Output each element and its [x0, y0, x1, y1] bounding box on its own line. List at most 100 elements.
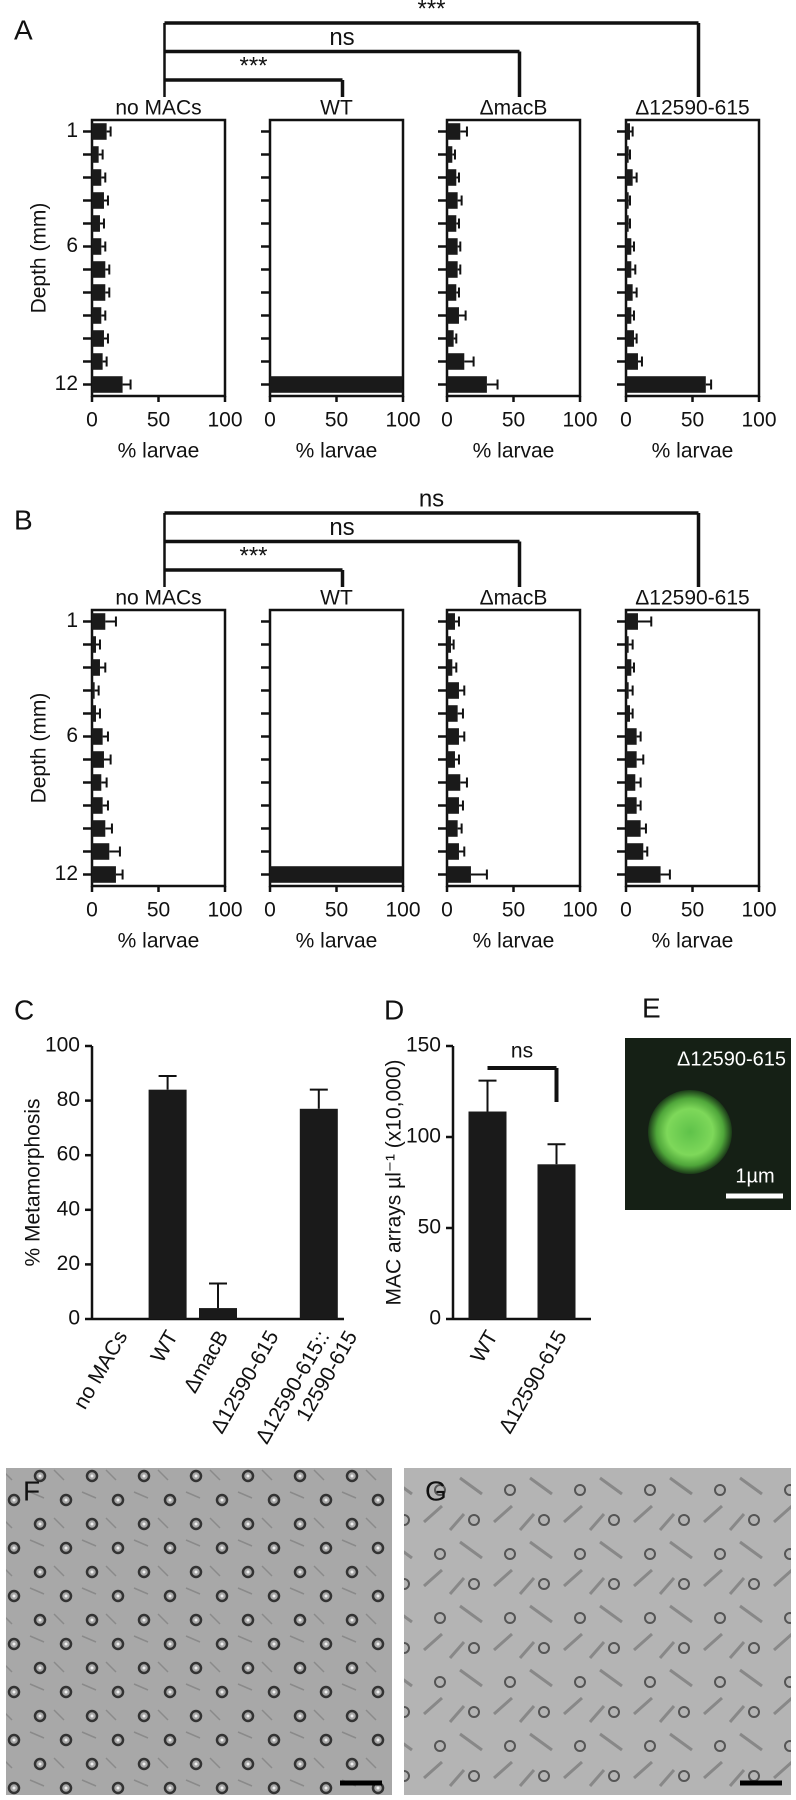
bar — [447, 376, 487, 393]
panel-title: no MACs — [115, 587, 201, 610]
bar — [447, 613, 455, 630]
error-bar — [103, 195, 109, 206]
bar — [447, 353, 465, 370]
error-bar — [458, 800, 464, 811]
error-bar — [635, 777, 642, 788]
x-tick-label: WT — [466, 1327, 502, 1367]
error-bar — [632, 287, 638, 298]
y-tick-label: 6 — [66, 234, 78, 257]
y-tick-label: 12 — [55, 372, 78, 395]
error-bar — [98, 149, 104, 160]
error-bar — [454, 754, 460, 765]
error-bar — [99, 218, 105, 229]
plot-frame — [624, 118, 761, 398]
x-tick-label: 100 — [741, 899, 776, 922]
bar — [626, 797, 637, 814]
error-bar — [631, 264, 637, 275]
bar — [92, 307, 102, 324]
bar — [447, 238, 458, 255]
bar — [447, 705, 458, 722]
error-bar — [457, 708, 464, 719]
bar — [270, 866, 403, 883]
bar — [626, 613, 638, 630]
panel-label: A — [14, 14, 33, 45]
error-bar — [637, 356, 643, 367]
bar — [537, 1164, 576, 1319]
x-tick-label: 0 — [264, 409, 276, 432]
error-bar — [631, 310, 635, 321]
error-bar — [464, 356, 475, 367]
x-tick-label: 50 — [325, 409, 348, 432]
error-bar — [547, 1143, 566, 1165]
error-bar — [458, 685, 466, 696]
bar — [447, 123, 461, 140]
image-caption: Δ12590-615 — [677, 1048, 786, 1070]
error-bar — [101, 310, 107, 321]
y-tick-label: 1 — [66, 119, 78, 142]
bar — [148, 1089, 187, 1319]
error-bar — [102, 356, 108, 367]
error-bar — [628, 218, 631, 229]
error-bar — [628, 195, 631, 206]
bar — [626, 751, 637, 768]
bar — [626, 376, 706, 393]
plot-frame — [445, 608, 582, 888]
error-bar — [629, 126, 634, 137]
x-tick-label: 100 — [562, 899, 597, 922]
gfp-particle — [648, 1090, 732, 1174]
panel-title: WT — [320, 587, 353, 610]
plot-frame — [90, 608, 227, 888]
bar — [270, 376, 403, 393]
bar — [626, 353, 638, 370]
y-axis-label: MAC arrays µl⁻¹ (x10,000) — [383, 1059, 406, 1305]
bar — [92, 192, 104, 209]
y-tick-label: 80 — [57, 1088, 80, 1111]
error-bar — [158, 1075, 177, 1090]
y-tick-label: 50 — [418, 1216, 441, 1239]
x-tick-label: ΔmacB — [179, 1327, 233, 1397]
x-tick-label: 100 — [385, 899, 420, 922]
bar — [626, 284, 633, 301]
error-bar — [105, 616, 117, 627]
x-tick-label: 100 — [385, 409, 420, 432]
bar — [447, 682, 459, 699]
bar — [626, 261, 632, 278]
y-tick-label: 20 — [57, 1252, 80, 1275]
error-bar — [105, 264, 111, 275]
x-tick-label: 100 — [207, 409, 242, 432]
x-tick-label: 0 — [86, 409, 98, 432]
x-axis-label: % larvae — [652, 440, 734, 463]
plot-frame — [624, 608, 761, 888]
x-tick-label: 0 — [620, 409, 632, 432]
y-tick-label: 6 — [66, 724, 78, 747]
panel-label: D — [384, 994, 404, 1025]
bar — [447, 774, 461, 791]
error-bar — [457, 241, 462, 252]
error-bar — [103, 333, 109, 344]
x-tick-label: 0 — [441, 409, 453, 432]
panel-e: E Δ12590-615 1µm — [625, 992, 791, 1210]
x-axis-label: % larvae — [296, 930, 378, 953]
error-bar — [122, 379, 132, 390]
bar — [92, 728, 103, 745]
error-bar — [456, 172, 460, 183]
error-bar — [640, 823, 647, 834]
bar — [447, 261, 458, 278]
error-bar — [457, 823, 463, 834]
significance-label: *** — [239, 542, 267, 569]
y-tick-label: 60 — [57, 1143, 80, 1166]
error-bar — [458, 731, 466, 742]
panel-title: Δ12590-615 — [635, 587, 749, 610]
error-bar — [209, 1282, 227, 1309]
x-axis-label: % larvae — [118, 930, 200, 953]
x-axis-label: % larvae — [652, 930, 734, 953]
bar — [92, 866, 116, 883]
error-bar — [115, 869, 124, 880]
x-tick-label: 50 — [681, 899, 704, 922]
bar — [447, 215, 457, 232]
error-bar — [636, 731, 642, 742]
panel-g: G — [404, 1468, 791, 1795]
bar — [626, 682, 629, 699]
y-tick-label: 100 — [45, 1034, 80, 1057]
panel-f: F — [6, 1468, 392, 1795]
